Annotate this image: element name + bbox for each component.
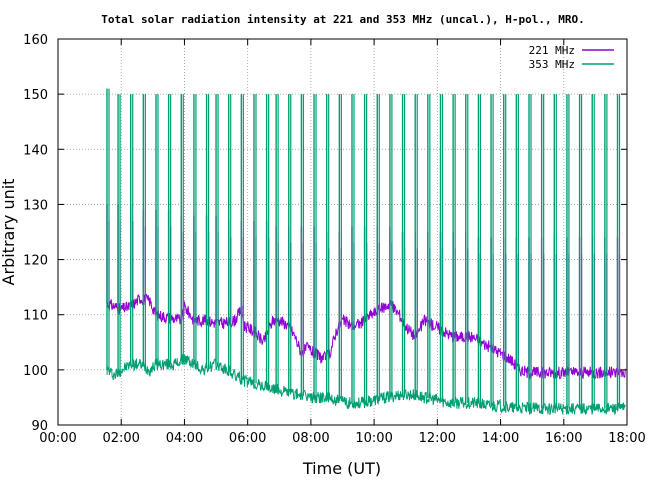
x-tick-label: 00:00 <box>39 431 76 446</box>
x-tick-label: 04:00 <box>166 431 203 446</box>
y-tick-label: 160 <box>23 33 48 48</box>
y-tick-label: 100 <box>23 364 48 379</box>
y-tick-label: 140 <box>23 143 48 158</box>
series-baseline-line <box>106 354 626 416</box>
x-tick-label: 14:00 <box>482 431 519 446</box>
chart-title: Total solar radiation intensity at 221 a… <box>101 13 584 26</box>
series-1 <box>106 88 626 416</box>
series-layer <box>106 88 626 416</box>
x-tick-label: 08:00 <box>292 431 329 446</box>
y-tick-label: 130 <box>23 198 48 213</box>
x-tick-label: 10:00 <box>355 431 392 446</box>
x-tick-label: 16:00 <box>545 431 582 446</box>
x-tick-label: 02:00 <box>102 431 139 446</box>
x-tick-label: 18:00 <box>608 431 645 446</box>
legend-label: 221 MHz <box>529 44 575 57</box>
plot-frame <box>57 38 628 426</box>
x-tick-label: 12:00 <box>419 431 456 446</box>
y-tick-label: 120 <box>23 254 48 269</box>
x-axis-label: Time (UT) <box>302 459 381 478</box>
y-tick-label: 90 <box>31 419 48 434</box>
legend-label: 353 MHz <box>529 58 575 71</box>
y-tick-label: 150 <box>23 88 48 103</box>
y-axis-label: Arbitrary unit <box>0 179 18 286</box>
y-tick-label: 110 <box>23 309 48 324</box>
axis-ticks: 00:00 02:00 04:00 06:00 08:00 10:00 12:00 14:00… <box>23 33 646 446</box>
x-tick-label: 06:00 <box>229 431 266 446</box>
